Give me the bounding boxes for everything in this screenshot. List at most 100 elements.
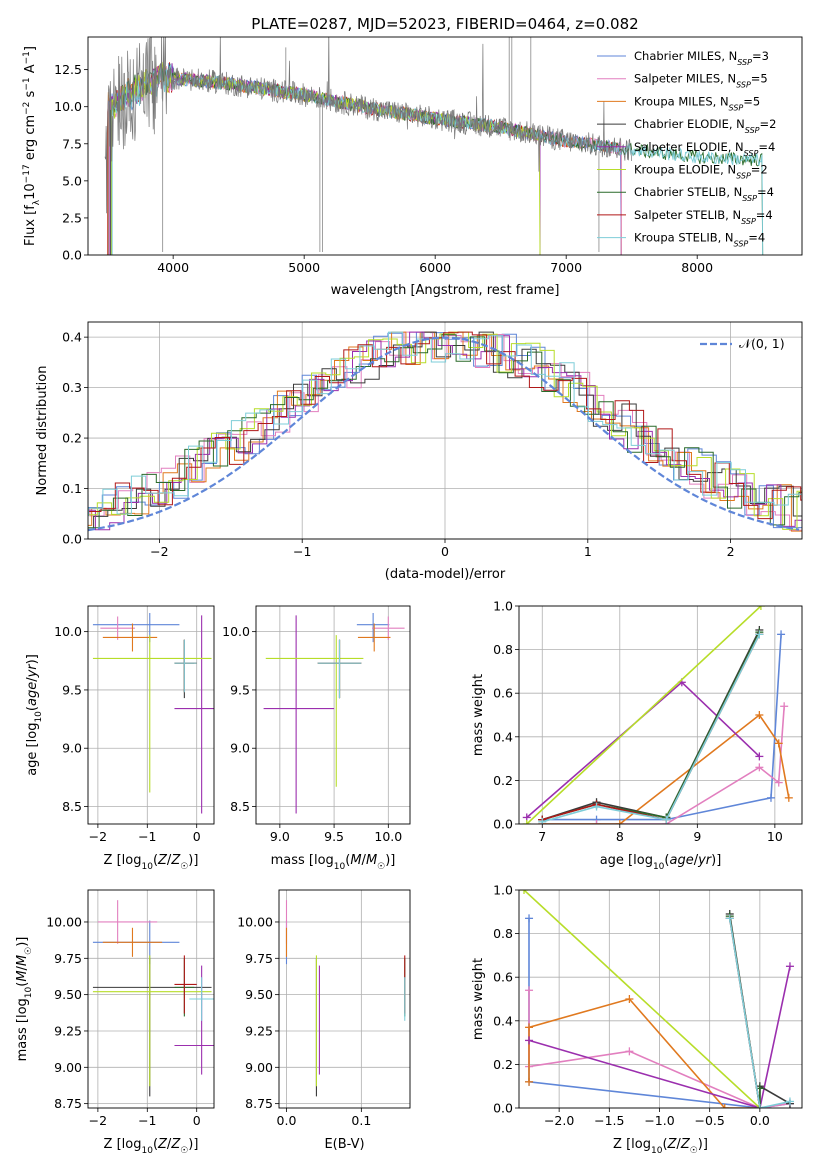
residual-histogram-chabrier-elodie: [79, 332, 819, 529]
label-part: 10: [141, 862, 153, 872]
y-tick-label: 10.0: [54, 99, 82, 114]
legend-entry: Kroupa ELODIE, NSSP=2: [634, 163, 768, 181]
residuals-ylabel: Normed distribution: [35, 366, 50, 496]
y-tick-label: 8.75: [245, 1096, 273, 1111]
y-tick-label: 0.0: [493, 817, 513, 832]
label-part: )]: [25, 654, 40, 664]
plot-area: [74, 332, 819, 534]
x-tick-label: 0.0: [750, 1113, 770, 1128]
spectrum-line-chabrier-miles: [109, 62, 621, 255]
y-tick-label: 5.0: [62, 173, 82, 188]
weight-line-kroupa-stelib: [542, 634, 759, 822]
label-part: ☉: [24, 947, 34, 955]
gaussian-curve: [88, 338, 799, 531]
label-part: )]: [188, 853, 198, 868]
x-tick-label: 8000: [681, 260, 713, 275]
legend-sub: SSP: [737, 58, 752, 67]
legend-n: =4: [757, 185, 774, 199]
label-part: −2: [22, 102, 32, 115]
x-tick-label: 9: [693, 829, 701, 844]
y-tick-label: 9.5: [230, 682, 250, 697]
label-part: M: [15, 970, 30, 981]
x-tick-label: 0: [193, 829, 201, 844]
y-tick-label: 1.0: [493, 599, 513, 614]
x-tick-label: −1.0: [644, 1113, 674, 1128]
axes-frame: [279, 890, 410, 1108]
y-tick-label: 12.5: [54, 62, 82, 77]
x-tick-label: −2: [89, 829, 107, 844]
y-tick-label: 9.00: [54, 1060, 82, 1075]
legend-entry: Chabrier ELODIE, NSSP=2: [634, 117, 776, 135]
legend-name: Kroupa STELIB, N: [634, 231, 734, 245]
label-part: Z [log: [104, 1137, 142, 1152]
plot-area: [523, 602, 793, 828]
y-tick-label: 0.3: [62, 380, 82, 395]
plot-area: [520, 886, 794, 1112]
y-tick-label: 0.2: [62, 431, 82, 446]
label-part: )]: [188, 1137, 198, 1152]
label-part: 10: [23, 183, 38, 200]
legend-name: Salpeter MILES, N: [634, 72, 736, 86]
x-tick-label: −0.5: [694, 1113, 724, 1128]
y-tick-label: 0.0: [62, 532, 82, 547]
legend-n: =4: [748, 231, 765, 245]
legend-name: Chabrier STELIB, N: [634, 185, 742, 199]
spectrum-line-salpeter-miles: [110, 67, 622, 255]
age_vs_mass-xlabel: mass [log10(M/M☉)]: [271, 853, 396, 872]
legend-name: Kroupa MILES, N: [634, 94, 729, 108]
residual-histogram-kroupa-miles: [77, 332, 819, 531]
label-part: 10: [141, 1146, 153, 1156]
legend-sub: SSP: [734, 239, 749, 248]
mass_vs_Z-xlabel: Z [log10(Z/Z☉)]: [104, 1137, 199, 1156]
x-tick-label: −2: [150, 544, 168, 559]
legend-sub: SSP: [736, 80, 751, 89]
weight-line-kroupa-elodie: [527, 606, 761, 824]
legend-n: =2: [760, 117, 777, 131]
residual-histogram-salpeter-stelib: [87, 332, 819, 520]
x-tick-label: 2: [727, 544, 735, 559]
y-tick-label: 0.4: [493, 1013, 513, 1028]
axes-frame: [88, 606, 214, 824]
legend-entry: Chabrier MILES, NSSP=3: [634, 49, 769, 67]
y-tick-label: 10.0: [54, 624, 82, 639]
x-tick-label: 10: [767, 829, 783, 844]
y-tick-label: 2.5: [62, 210, 82, 225]
spectrum-line-salpeter-stelib: [108, 62, 622, 255]
residual-histogram-kroupa-elodie: [83, 332, 819, 529]
label-part: M: [350, 853, 361, 868]
label-part: )]: [15, 937, 30, 947]
spectrum-ylabel: Flux [fλ10−17 erg cm−2 s−1 A−1]: [22, 46, 42, 246]
residual-histogram-salpeter-elodie: [81, 332, 819, 530]
x-tick-label: −1: [138, 829, 156, 844]
y-tick-label: 0.0: [493, 1101, 513, 1116]
y-tick-label: 8.5: [230, 799, 250, 814]
y-tick-label: 0.4: [62, 330, 82, 345]
legend-n: =3: [752, 49, 769, 63]
age-vs-mass-panel: 9.0 9.5 10.08.59.09.510.0mass [log10(M/M☉)…: [222, 606, 410, 872]
spectrum-line-salpeter-elodie: [110, 63, 540, 255]
y-tick-label: 10.00: [46, 914, 82, 929]
y-tick-label: 0.6: [493, 970, 513, 985]
x-tick-label: 10.0: [374, 829, 402, 844]
figure: 4000 5000 6000 7000 80000.02.55.07.510.012.5…: [0, 0, 819, 1170]
residuals-xlabel: (data-model)/error: [385, 567, 506, 582]
y-tick-label: 0.2: [493, 773, 513, 788]
label-part: age [log: [25, 723, 40, 776]
legend-entry: Kroupa MILES, NSSP=5: [634, 94, 760, 112]
age_vs_Z-xlabel: Z [log10(Z/Z☉)]: [104, 853, 199, 872]
y-tick-label: 10.0: [222, 624, 250, 639]
legend-sub: SSP: [741, 216, 756, 225]
legend-sub: SSP: [736, 171, 751, 180]
label-part: mass [log: [15, 998, 30, 1061]
weight_vs_age-ylabel: mass weight: [471, 674, 486, 756]
label-part: age: [669, 853, 693, 868]
weight-vs-metallicity-panel: −2.0 −1.5 −1.0 −0.5 0.00.00.20.40.60.81.0Z […: [471, 883, 802, 1157]
weight_vs_Z-xlabel: Z [log10(Z/Z☉)]: [613, 1137, 708, 1156]
x-tick-label: 7: [538, 829, 546, 844]
label-part: ☉: [180, 1146, 188, 1156]
y-tick-label: 7.5: [62, 136, 82, 151]
label-part: s: [23, 90, 38, 101]
residual-histogram-chabrier-stelib: [85, 335, 819, 534]
y-tick-label: 0.6: [493, 686, 513, 701]
